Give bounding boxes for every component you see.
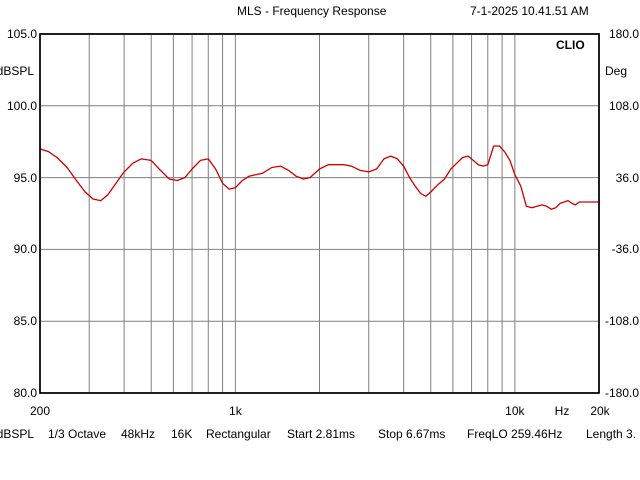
footer-stop: Stop 6.67ms — [378, 427, 446, 441]
right-axis-unit: Deg — [605, 64, 628, 78]
brand-label: CLIO — [556, 38, 585, 52]
x-tick-label: 20k — [590, 404, 610, 418]
x-tick-label: 1k — [229, 404, 242, 418]
footer-fft-size: 16K — [171, 427, 193, 441]
left-tick-label: 85.0 — [13, 314, 37, 329]
measurement-settings-footer: dBSPL 1/3 Octave 48kHz 16K Rectangular S… — [0, 427, 640, 443]
timestamp: 7-1-2025 10.41.51 AM — [470, 4, 589, 18]
left-tick-label: 95.0 — [13, 170, 37, 185]
left-tick-label: 105.0 — [6, 27, 37, 41]
x-tick-label: 10k — [505, 404, 525, 418]
left-tick-label: 80.0 — [13, 386, 37, 400]
right-tick-label: -108.0 — [604, 314, 639, 329]
x-tick-label: 200 — [29, 404, 51, 418]
right-tick-label: -180.0 — [604, 386, 639, 400]
plot-frame — [39, 33, 600, 394]
x-axis-unit: Hz — [554, 404, 570, 418]
chart-title: MLS - Frequency Response — [237, 4, 387, 18]
footer-sample-rate: 48kHz — [121, 427, 156, 441]
footer-window: Rectangular — [206, 427, 271, 441]
footer-freq-lo: FreqLO 259.46Hz — [467, 427, 563, 441]
right-tick-label: 180.0 — [608, 27, 639, 41]
left-tick-label: 90.0 — [13, 242, 37, 257]
right-tick-label: 36.0 — [615, 170, 639, 185]
left-axis-unit: dBSPL — [0, 64, 34, 78]
spl-response-line — [39, 145, 599, 210]
series-layer — [39, 145, 599, 210]
footer-unit: dBSPL — [0, 427, 34, 441]
vertical-gridlines — [88, 34, 516, 393]
footer-start: Start 2.81ms — [287, 427, 356, 441]
footer-length: Length 3. — [586, 427, 637, 441]
horizontal-gridlines — [40, 105, 599, 322]
right-tick-label: 108.0 — [608, 98, 639, 113]
right-tick-label: -36.0 — [611, 242, 639, 257]
footer-smoothing: 1/3 Octave — [48, 427, 107, 441]
left-tick-label: 100.0 — [6, 98, 37, 113]
